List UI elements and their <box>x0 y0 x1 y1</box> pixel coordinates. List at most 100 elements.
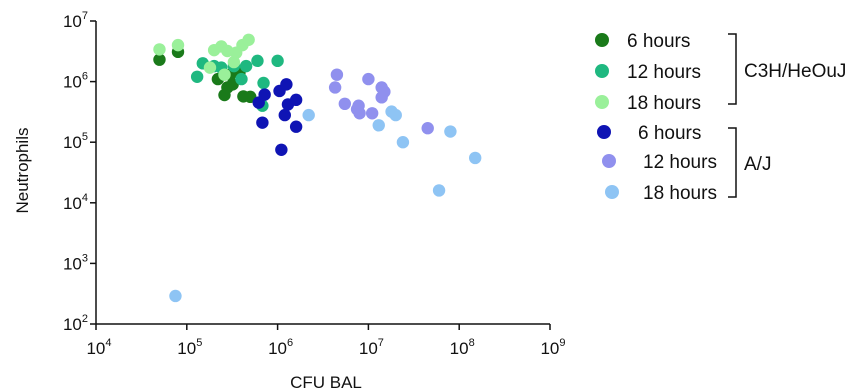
x-tick-exponent: 8 <box>469 337 475 349</box>
data-point <box>444 125 457 138</box>
data-point <box>203 61 217 74</box>
x-tick-label: 105 <box>177 337 202 358</box>
data-point <box>362 72 375 86</box>
data-point <box>190 70 204 84</box>
legend-item: 6 hours <box>595 31 690 52</box>
y-tick-base: 10 <box>63 133 82 152</box>
legend-group-bracket <box>728 33 737 105</box>
data-point <box>218 68 231 81</box>
data-point <box>258 88 271 101</box>
data-point <box>227 55 241 69</box>
legend-group-label: C3H/HeOuJ <box>744 61 846 82</box>
x-tick-exponent: 7 <box>378 337 384 349</box>
x-axis: 104 105 106 107 108 109 <box>86 323 566 358</box>
x-tick-exponent: 6 <box>287 337 293 349</box>
data-point <box>153 43 166 56</box>
x-tick-label: 106 <box>268 337 293 358</box>
y-tick-label: 105 <box>63 131 88 152</box>
data-point <box>280 78 293 91</box>
x-tick-label: 104 <box>86 337 111 358</box>
x-tick-label: 107 <box>359 337 384 358</box>
legend-marker <box>595 95 609 109</box>
data-point <box>365 107 379 120</box>
data-points <box>153 33 482 303</box>
legend-marker <box>597 125 611 139</box>
y-tick-label: 106 <box>63 71 88 92</box>
y-tick-exponent: 4 <box>82 192 88 204</box>
legend-item: 18 hours <box>605 183 717 204</box>
x-tick-base: 10 <box>450 339 469 358</box>
data-point <box>330 68 344 81</box>
y-tick-exponent: 3 <box>82 252 88 264</box>
legend-label: 12 hours <box>627 62 701 83</box>
data-point <box>389 108 402 122</box>
y-tick-label: 107 <box>63 10 88 31</box>
legend-group: A/J <box>728 127 771 198</box>
x-tick-label: 108 <box>450 337 475 358</box>
legend-group: C3H/HeOuJ <box>728 33 846 105</box>
x-axis-title: CFU BAL <box>290 373 362 391</box>
data-point <box>353 107 366 120</box>
legend-label: 18 hours <box>643 183 717 204</box>
data-point <box>278 108 291 122</box>
y-tick-label: 103 <box>63 252 88 273</box>
y-tick-base: 10 <box>63 73 82 92</box>
data-point <box>328 81 342 94</box>
y-tick-exponent: 7 <box>82 10 88 22</box>
data-point <box>289 93 303 107</box>
legend-group-bracket <box>728 127 737 198</box>
legend-item: 12 hours <box>602 152 717 173</box>
data-point <box>257 76 270 90</box>
data-point <box>256 116 269 129</box>
data-point <box>271 54 284 68</box>
data-point <box>289 120 303 133</box>
data-point <box>251 54 264 68</box>
x-tick-exponent: 9 <box>559 337 565 349</box>
y-tick-base: 10 <box>63 194 82 213</box>
x-tick-base: 10 <box>540 339 559 358</box>
x-tick-label: 109 <box>540 337 565 358</box>
x-tick-exponent: 5 <box>196 337 202 349</box>
data-point <box>275 143 288 156</box>
x-tick-base: 10 <box>177 339 196 358</box>
legend-label: 18 hours <box>627 93 701 114</box>
legend-marker <box>602 154 616 168</box>
legend-item: 6 hours <box>597 123 701 144</box>
data-point <box>396 136 410 149</box>
y-tick-exponent: 2 <box>82 313 88 325</box>
x-tick-base: 10 <box>86 339 105 358</box>
data-point <box>432 184 446 197</box>
y-axis-title: Neutrophils <box>13 128 32 214</box>
legend-group-label: A/J <box>744 154 771 175</box>
legend-label: 6 hours <box>638 123 701 144</box>
legend-marker <box>595 64 609 78</box>
data-point <box>375 91 388 104</box>
data-point <box>171 38 185 52</box>
x-tick-base: 10 <box>359 339 378 358</box>
y-tick-exponent: 5 <box>82 131 88 143</box>
data-point <box>468 151 482 165</box>
data-point <box>239 59 253 73</box>
data-point <box>372 119 385 132</box>
data-point <box>235 72 248 86</box>
x-tick-base: 10 <box>268 339 287 358</box>
y-tick-label: 102 <box>63 313 88 334</box>
y-tick-exponent: 6 <box>82 71 88 83</box>
data-point <box>153 53 166 66</box>
data-point <box>169 289 182 303</box>
legend-marker <box>605 185 619 199</box>
legend-label: 6 hours <box>627 31 690 52</box>
data-point <box>302 108 315 122</box>
y-tick-base: 10 <box>63 254 82 273</box>
data-point <box>421 122 434 135</box>
x-tick-exponent: 4 <box>105 337 111 349</box>
y-tick-label: 104 <box>63 192 88 213</box>
data-point <box>242 33 255 46</box>
y-tick-base: 10 <box>63 315 82 334</box>
legend-item: 12 hours <box>595 62 701 83</box>
legend: 6 hours 12 hours 18 hours 6 hours 12 hours 18… <box>595 31 846 204</box>
data-point <box>338 97 352 111</box>
legend-item: 18 hours <box>595 93 701 114</box>
